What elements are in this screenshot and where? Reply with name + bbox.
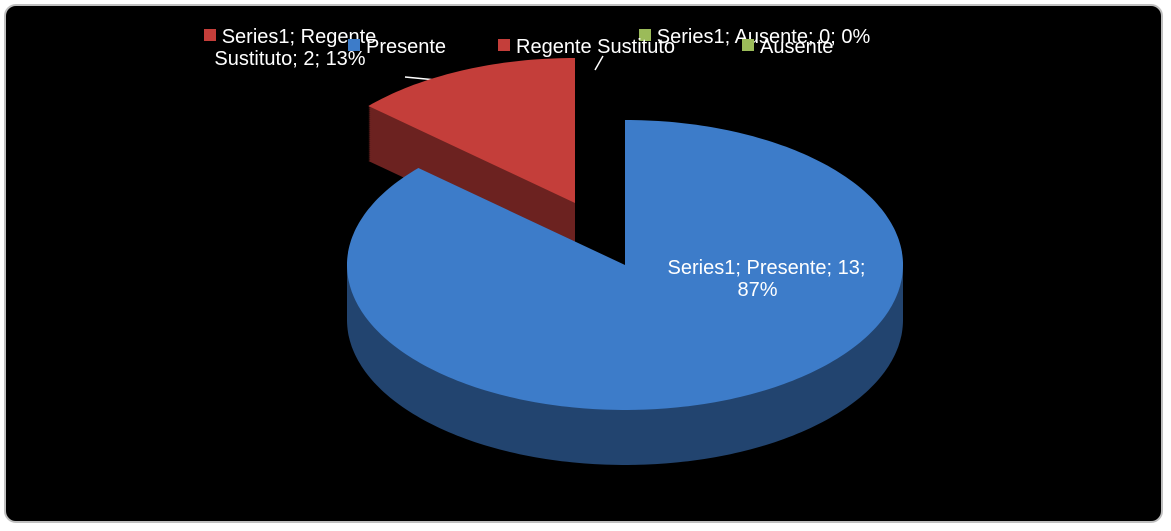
slice	[347, 120, 903, 410]
leader-line	[594, 55, 604, 71]
marker	[649, 260, 662, 272]
marker	[203, 29, 216, 41]
legend-entry: Presente	[348, 36, 446, 58]
text: Regente Sustituto	[516, 36, 675, 58]
text: Ausente	[760, 36, 834, 58]
text: Series1; Presente; 13; 87%	[667, 257, 866, 301]
marker	[348, 39, 360, 51]
marker	[742, 39, 754, 51]
data-label: Series1; Ausente; 0; 0%	[622, 26, 887, 48]
marker	[498, 39, 510, 51]
legend-entry: Regente Sustituto	[498, 36, 675, 58]
legend-entry: Ausente	[742, 36, 833, 58]
text: Series1; Regente Sustituto; 2; 13%	[214, 26, 377, 70]
text: Presente	[366, 36, 447, 58]
data-label: Series1; Presente; 13; 87%	[645, 257, 870, 301]
slice	[368, 58, 575, 203]
text: Series1; Ausente; 0; 0%	[656, 26, 871, 48]
marker	[638, 29, 651, 41]
data-label: Series1; Regente Sustituto; 2; 13%	[185, 26, 395, 70]
